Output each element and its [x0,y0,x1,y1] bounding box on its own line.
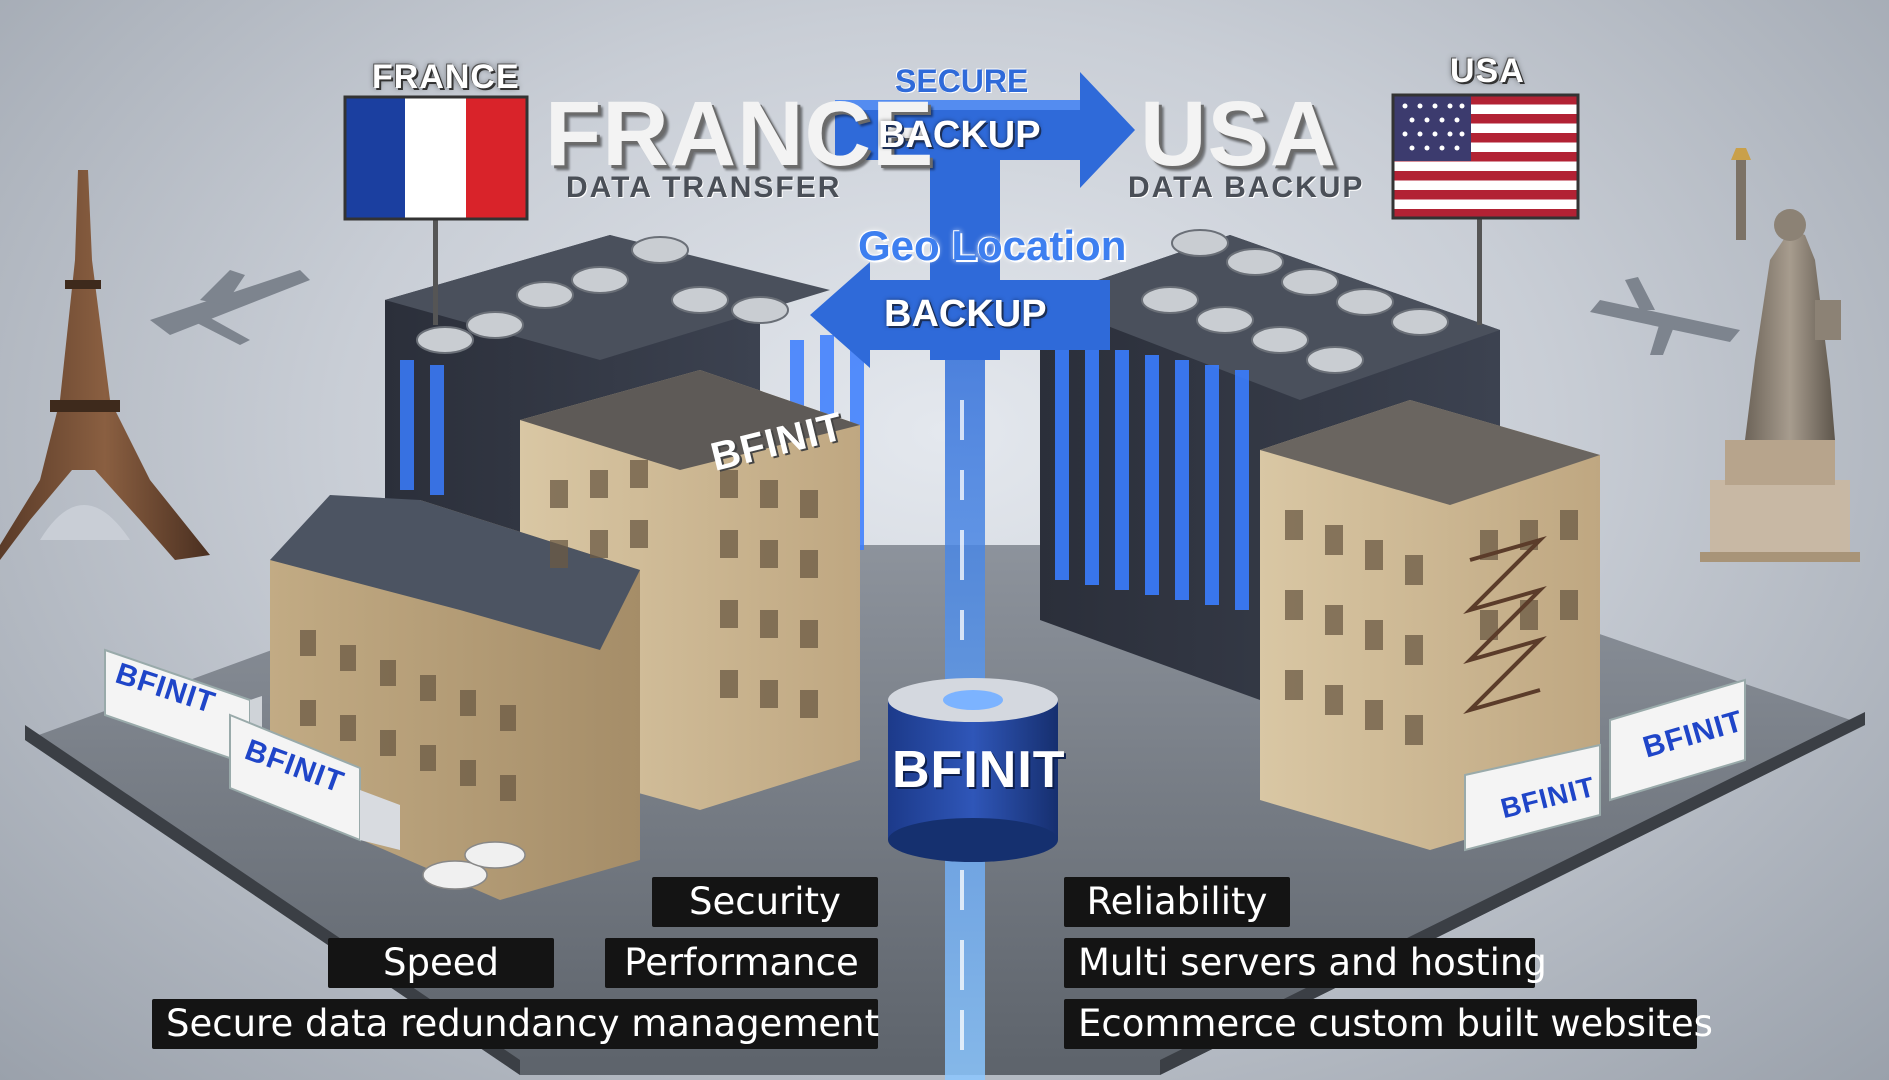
france-flag-caption: FRANCE [372,58,520,96]
truck-right-2 [1609,678,1746,802]
geo-location-label: Geo Location [858,222,1127,269]
france-flag [343,95,529,221]
usa-flag [1391,93,1580,220]
france-flag-pole [433,215,438,325]
usa-flag-caption: USA [1450,52,1525,90]
secure-label: SECURE [895,63,1029,99]
feature-security: Security [652,877,878,927]
cars [422,841,526,890]
airplane-icon [150,270,310,345]
bfinit-storage-cylinder [888,678,1058,862]
truck-right-1 [1464,743,1601,852]
eiffel-tower-icon [0,170,210,560]
return-backup-label: BACKUP [884,293,1047,335]
feature-speed: Speed [328,938,554,988]
geo-backup-arrow [810,160,1110,368]
france-title: FRANCE [545,83,935,185]
feature-ecommerce: Ecommerce custom built websites [1064,999,1713,1049]
airplane-icon [1590,277,1740,355]
feature-redundancy: Secure data redundancy management [152,999,879,1049]
usa-title: USA [1140,83,1338,185]
statue-of-liberty-icon [1700,148,1860,562]
cylinder-label: BFINIT [892,741,1066,799]
feature-performance: Performance [605,938,878,988]
truck-left-2 [229,713,400,850]
feature-reliability: Reliability [1064,877,1290,927]
feature-multi-servers: Multi servers and hosting [1064,938,1547,988]
usa-flag-pole [1477,215,1482,325]
right-building [1260,400,1600,850]
backup-label: BACKUP [878,114,1041,156]
france-subtitle: DATA TRANSFER [566,171,842,204]
secure-backup-arrow [835,72,1135,188]
usa-subtitle: DATA BACKUP [1128,171,1365,204]
